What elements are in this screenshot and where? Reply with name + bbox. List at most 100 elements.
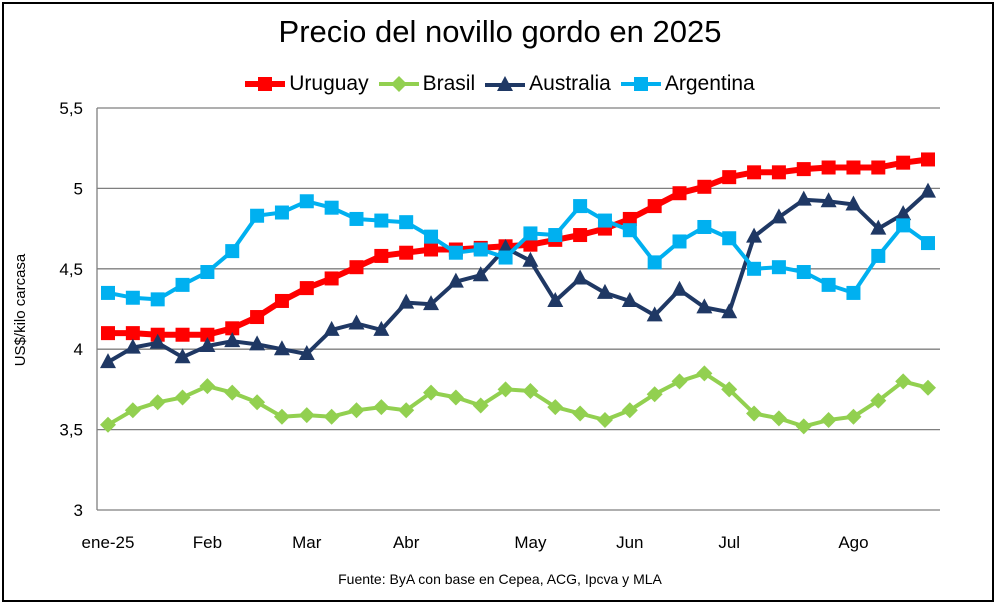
data-point-brasil	[273, 408, 290, 425]
data-point-uruguay	[424, 242, 439, 257]
data-point-argentina	[448, 245, 463, 260]
data-point-argentina	[324, 200, 339, 215]
data-point-uruguay	[101, 326, 115, 341]
data-point-uruguay	[896, 155, 911, 170]
data-point-australia	[895, 205, 912, 221]
data-point-uruguay	[796, 162, 811, 177]
data-point-argentina	[722, 231, 737, 246]
data-point-australia	[174, 348, 191, 364]
data-point-uruguay	[722, 170, 737, 185]
data-point-argentina	[846, 285, 861, 300]
data-point-brasil	[596, 411, 613, 428]
data-point-brasil	[224, 384, 241, 401]
data-point-brasil	[348, 402, 365, 419]
data-point-argentina	[896, 218, 911, 233]
data-point-argentina	[498, 250, 513, 265]
data-point-brasil	[398, 402, 415, 419]
data-point-australia	[298, 345, 315, 361]
data-point-brasil	[447, 389, 464, 406]
data-point-argentina	[573, 199, 588, 214]
data-point-argentina	[747, 261, 762, 276]
data-point-brasil	[795, 418, 812, 435]
y-tick-label: 5,5	[59, 99, 83, 118]
y-tick-label: 3	[74, 501, 83, 520]
data-point-uruguay	[747, 165, 762, 180]
data-point-brasil	[820, 411, 837, 428]
data-point-brasil	[746, 405, 763, 422]
data-point-argentina	[101, 285, 115, 300]
data-point-australia	[920, 182, 936, 198]
data-point-uruguay	[125, 326, 140, 341]
legend-item-argentina: Argentina	[620, 72, 755, 96]
data-point-uruguay	[622, 211, 637, 226]
data-point-brasil	[323, 408, 340, 425]
data-point-uruguay	[672, 186, 687, 201]
data-point-argentina	[299, 194, 314, 209]
data-point-brasil	[845, 408, 862, 425]
data-point-australia	[273, 340, 290, 356]
y-tick-label: 5	[74, 179, 83, 198]
data-point-australia	[795, 190, 812, 206]
legend-label-uruguay: Uruguay	[289, 72, 369, 95]
data-point-brasil	[174, 389, 191, 406]
data-point-argentina	[175, 277, 190, 292]
data-point-argentina	[374, 213, 389, 228]
legend-swatch-uruguay	[245, 75, 286, 93]
data-point-australia	[373, 320, 390, 336]
data-point-australia	[721, 303, 738, 319]
data-point-brasil	[646, 386, 663, 403]
data-point-uruguay	[349, 260, 364, 275]
x-tick-label: Abr	[393, 533, 420, 552]
data-point-australia	[770, 208, 787, 224]
data-point-australia	[845, 195, 862, 211]
data-point-uruguay	[846, 160, 861, 175]
legend-item-brasil: Brasil	[378, 72, 476, 96]
x-tick-label: Mar	[292, 533, 322, 552]
legend-item-australia: Australia	[485, 72, 611, 96]
data-point-brasil	[696, 365, 713, 382]
data-point-argentina	[225, 244, 240, 259]
data-point-australia	[596, 283, 613, 299]
x-tick-label: May	[514, 533, 547, 552]
data-point-australia	[820, 192, 837, 208]
data-point-brasil	[572, 405, 589, 422]
data-point-argentina	[125, 290, 140, 305]
data-point-brasil	[721, 381, 738, 398]
legend-label-brasil: Brasil	[422, 72, 476, 95]
data-point-brasil	[895, 373, 912, 390]
data-point-uruguay	[697, 179, 712, 194]
data-point-argentina	[424, 229, 439, 244]
data-point-argentina	[921, 236, 935, 251]
data-point-argentina	[523, 226, 538, 241]
data-point-australia	[621, 291, 638, 307]
y-tick-label: 4,5	[59, 260, 83, 279]
data-point-brasil	[124, 402, 141, 419]
data-point-argentina	[473, 242, 488, 257]
x-tick-label: Jun	[616, 533, 643, 552]
data-point-brasil	[621, 402, 638, 419]
legend: Uruguay Brasil Australia Argentina	[0, 72, 1000, 96]
data-point-australia	[224, 332, 241, 348]
y-tick-label: 3,5	[59, 421, 83, 440]
data-point-argentina	[274, 205, 289, 220]
data-point-australia	[547, 291, 564, 307]
data-point-australia	[423, 295, 440, 311]
data-point-australia	[870, 219, 887, 235]
data-point-brasil	[298, 407, 315, 424]
data-point-australia	[149, 333, 166, 349]
x-tick-label: Feb	[193, 533, 222, 552]
data-point-argentina	[250, 208, 265, 223]
data-point-brasil	[423, 384, 440, 401]
y-tick-label: 4	[74, 340, 83, 359]
data-point-australia	[522, 251, 539, 267]
data-point-argentina	[200, 265, 215, 280]
data-point-argentina	[349, 211, 364, 226]
data-point-argentina	[548, 228, 563, 243]
data-point-australia	[497, 238, 514, 254]
x-tick-label: ene-25	[82, 533, 135, 552]
data-point-uruguay	[274, 293, 289, 308]
data-point-australia	[398, 293, 415, 309]
data-point-argentina	[150, 292, 165, 307]
